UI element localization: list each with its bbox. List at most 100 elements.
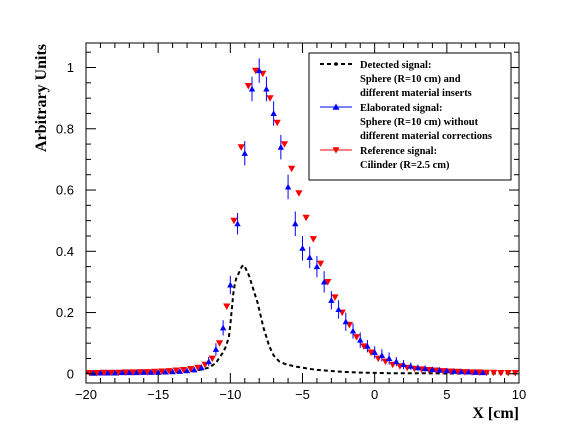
y-tick-label: 0.6: [56, 183, 74, 198]
elaborated-signal-point: [162, 368, 169, 375]
elaborated-signal-point: [385, 355, 393, 362]
elaborated-signal-point: [248, 85, 256, 92]
elaborated-signal-point: [429, 366, 436, 373]
x-tick-label: −10: [219, 387, 241, 402]
elaborated-signal-point: [357, 336, 364, 343]
legend-entry-1-line-1: Sphere (R=10 cm) without: [360, 117, 479, 128]
elaborated-signal-point: [198, 364, 205, 371]
elaborated-signal-point: [479, 369, 487, 376]
elaborated-signal-point: [284, 183, 292, 190]
elaborated-signal-point: [421, 365, 429, 372]
axes-layer: −20 −15 −10 −5 0 5 10 0 0.2 0.4 0.6 0.8 1: [56, 43, 526, 402]
elaborated-signal-point: [299, 245, 306, 251]
reference-signal-point: [468, 369, 476, 376]
elaborated-signal-point: [219, 324, 227, 331]
reference-signal-point: [100, 369, 108, 377]
reference-signal-point: [439, 368, 447, 375]
reference-signal-point: [425, 366, 433, 374]
y-tick-label: 1: [67, 60, 74, 75]
elaborated-signal-point: [241, 150, 248, 156]
elaborated-signal-point: [147, 369, 155, 375]
reference-signal-point: [136, 369, 144, 376]
elaborated-signal-point: [436, 366, 443, 373]
elaborated-signal-point: [407, 362, 414, 369]
elaborated-signal-point: [90, 369, 97, 376]
elaborated-signal-point: [328, 297, 335, 303]
elaborated-signal-point: [292, 220, 299, 227]
reference-signal-point: [223, 303, 231, 311]
elaborated-signal-point: [342, 318, 349, 325]
reference-signal-point: [490, 369, 498, 377]
legend-entry-2-line-1: Cilinder (R=2.5 cm): [360, 160, 450, 171]
x-tick-label: −5: [295, 387, 310, 402]
reference-signal-point: [353, 334, 361, 341]
legend-entry-1-line-0: Elaborated signal:: [360, 103, 443, 114]
elaborated-signal-point: [111, 369, 119, 376]
elaborated-signal-point: [212, 346, 220, 352]
reference-signal-point: [475, 369, 483, 376]
reference-signal-point: [511, 370, 519, 377]
reference-signal-point: [251, 67, 260, 75]
reference-signal-point: [122, 369, 130, 376]
reference-signal-point: [302, 214, 310, 222]
reference-signal-point: [461, 369, 469, 376]
legend-box: [308, 52, 512, 181]
elaborated-signal-point: [349, 327, 357, 334]
elaborated-signal-point: [465, 368, 472, 375]
series-layer: [86, 58, 519, 377]
reference-signal-point: [143, 369, 151, 376]
elaborated-signal-point: [104, 369, 111, 376]
x-tick-label: 10: [512, 387, 526, 402]
y-tick-label: 0: [67, 366, 74, 381]
elaborated-signal-point: [118, 369, 126, 376]
series-0: [86, 263, 519, 375]
elaborated-signal-point: [176, 368, 184, 374]
reference-signal-point: [324, 279, 332, 286]
legend-entry-2-line-0: Reference signal:: [360, 146, 437, 157]
reference-signal-point: [273, 119, 281, 127]
reference-signal-point: [280, 141, 289, 148]
x-tick-label: −15: [147, 387, 169, 402]
reference-signal-point: [432, 367, 440, 375]
elaborated-signal-point: [320, 278, 328, 285]
legend-entry-0-line-0: Detected signal:: [360, 60, 431, 71]
elaborated-signal-point: [263, 85, 270, 92]
elaborated-signal-point: [364, 343, 371, 349]
reference-signal-point: [360, 343, 368, 350]
elaborated-signal-point: [227, 281, 234, 288]
reference-signal-point: [367, 349, 375, 356]
reference-signal-point: [309, 236, 317, 243]
legend-entry-0-line-2: different material inserts: [360, 88, 472, 99]
elaborated-signal-point: [133, 369, 140, 376]
reference-signal-point: [114, 369, 123, 377]
reference-signal-point: [165, 368, 173, 375]
elaborated-signal-point: [277, 143, 285, 150]
y-tick-label: 0.4: [56, 244, 74, 259]
detected-signal-line: [86, 263, 519, 375]
y-axis-title: Arbitrary Units: [33, 44, 50, 152]
series-2: [90, 58, 487, 376]
reference-signal-point: [497, 370, 505, 377]
reference-signal-point: [288, 165, 296, 173]
elaborated-signal-point: [400, 361, 407, 368]
reference-signal-point: [150, 368, 159, 376]
legend-symbol-elaborated: [332, 103, 340, 110]
elaborated-signal-point: [169, 368, 176, 375]
series-1: [86, 67, 519, 377]
legend-entry-1-line-2: different material corrections: [360, 131, 492, 142]
reference-signal-point: [482, 369, 491, 377]
elaborated-signal-point: [443, 367, 451, 374]
x-tick-label: 5: [443, 387, 450, 402]
reference-signal-point: [187, 366, 195, 373]
reference-signal-point: [230, 217, 238, 225]
y-tick-label: 0.8: [56, 121, 74, 136]
reference-signal-point: [208, 355, 216, 363]
reference-signal-point: [295, 190, 303, 197]
elaborated-signal-point: [140, 369, 147, 375]
x-axis-title: X [cm]: [472, 405, 519, 422]
elaborated-signal-point: [371, 349, 378, 355]
elaborated-signal-point: [450, 368, 458, 374]
elaborated-signal-point: [393, 358, 400, 365]
legend-marker-detected: [334, 62, 338, 66]
